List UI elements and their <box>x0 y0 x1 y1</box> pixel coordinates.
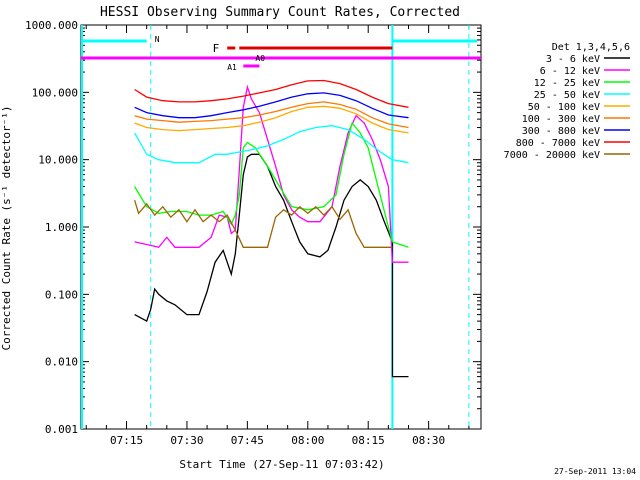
series-line-2 <box>134 84 409 263</box>
y-axis-label: Corrected Count Rate (s⁻¹ detector⁻¹) <box>0 105 13 350</box>
series-line-7 <box>134 92 409 119</box>
legend-label: 3 - 6 keV <box>546 54 600 65</box>
series-line-9 <box>133 200 393 248</box>
legend-label: 300 - 800 keV <box>522 126 600 137</box>
x-tick-label: 07:45 <box>231 434 264 447</box>
series-line-5 <box>134 105 409 134</box>
legend-header: Det 1,3,4,5,6 <box>552 42 630 53</box>
flag-n-label: N <box>155 35 160 44</box>
legend-label: 100 - 300 keV <box>522 114 600 125</box>
series-line-1 <box>134 153 409 378</box>
x-axis-label: Start Time (27-Sep-11 07:03:42) <box>179 458 384 471</box>
plot-frame <box>80 24 482 430</box>
y-tick-label: 100.000 <box>32 86 78 99</box>
flag-f-label: F <box>213 42 220 55</box>
legend-label: 800 - 7000 keV <box>516 138 600 149</box>
flag-a0-label: A0 <box>255 54 265 63</box>
x-tick-label: 08:00 <box>291 434 324 447</box>
y-tick-label: 0.010 <box>45 356 78 369</box>
x-tick-label: 07:30 <box>170 434 203 447</box>
y-tick-label: 0.100 <box>45 288 78 301</box>
legend-label: 7000 - 20000 keV <box>504 150 600 161</box>
y-tick-label: 10.000 <box>38 154 78 167</box>
flag-a1-label: A1 <box>227 63 237 72</box>
x-tick-label: 08:15 <box>352 434 385 447</box>
plot-area: 0.001 0.010 0.100 1.000 10.000 100.000 1000.00… <box>25 19 482 447</box>
x-tick-label: 07:15 <box>110 434 143 447</box>
legend-label: 12 - 25 keV <box>534 78 600 89</box>
timestamp: 27-Sep-2011 13:04 <box>554 467 636 476</box>
y-tick-label: 0.001 <box>45 423 78 436</box>
series-line-8 <box>134 79 409 108</box>
series-line-4 <box>134 125 409 164</box>
y-tick-label: 1000.000 <box>25 19 78 32</box>
legend-label: 25 - 50 keV <box>534 90 600 101</box>
x-tick-label: 08:30 <box>412 434 445 447</box>
chart-title: HESSI Observing Summary Count Rates, Cor… <box>100 5 460 20</box>
series-line-6 <box>134 101 409 129</box>
y-tick-label: 1.000 <box>45 221 78 234</box>
legend-label: 6 - 12 keV <box>540 66 600 77</box>
legend-label: 50 - 100 keV <box>528 102 600 113</box>
